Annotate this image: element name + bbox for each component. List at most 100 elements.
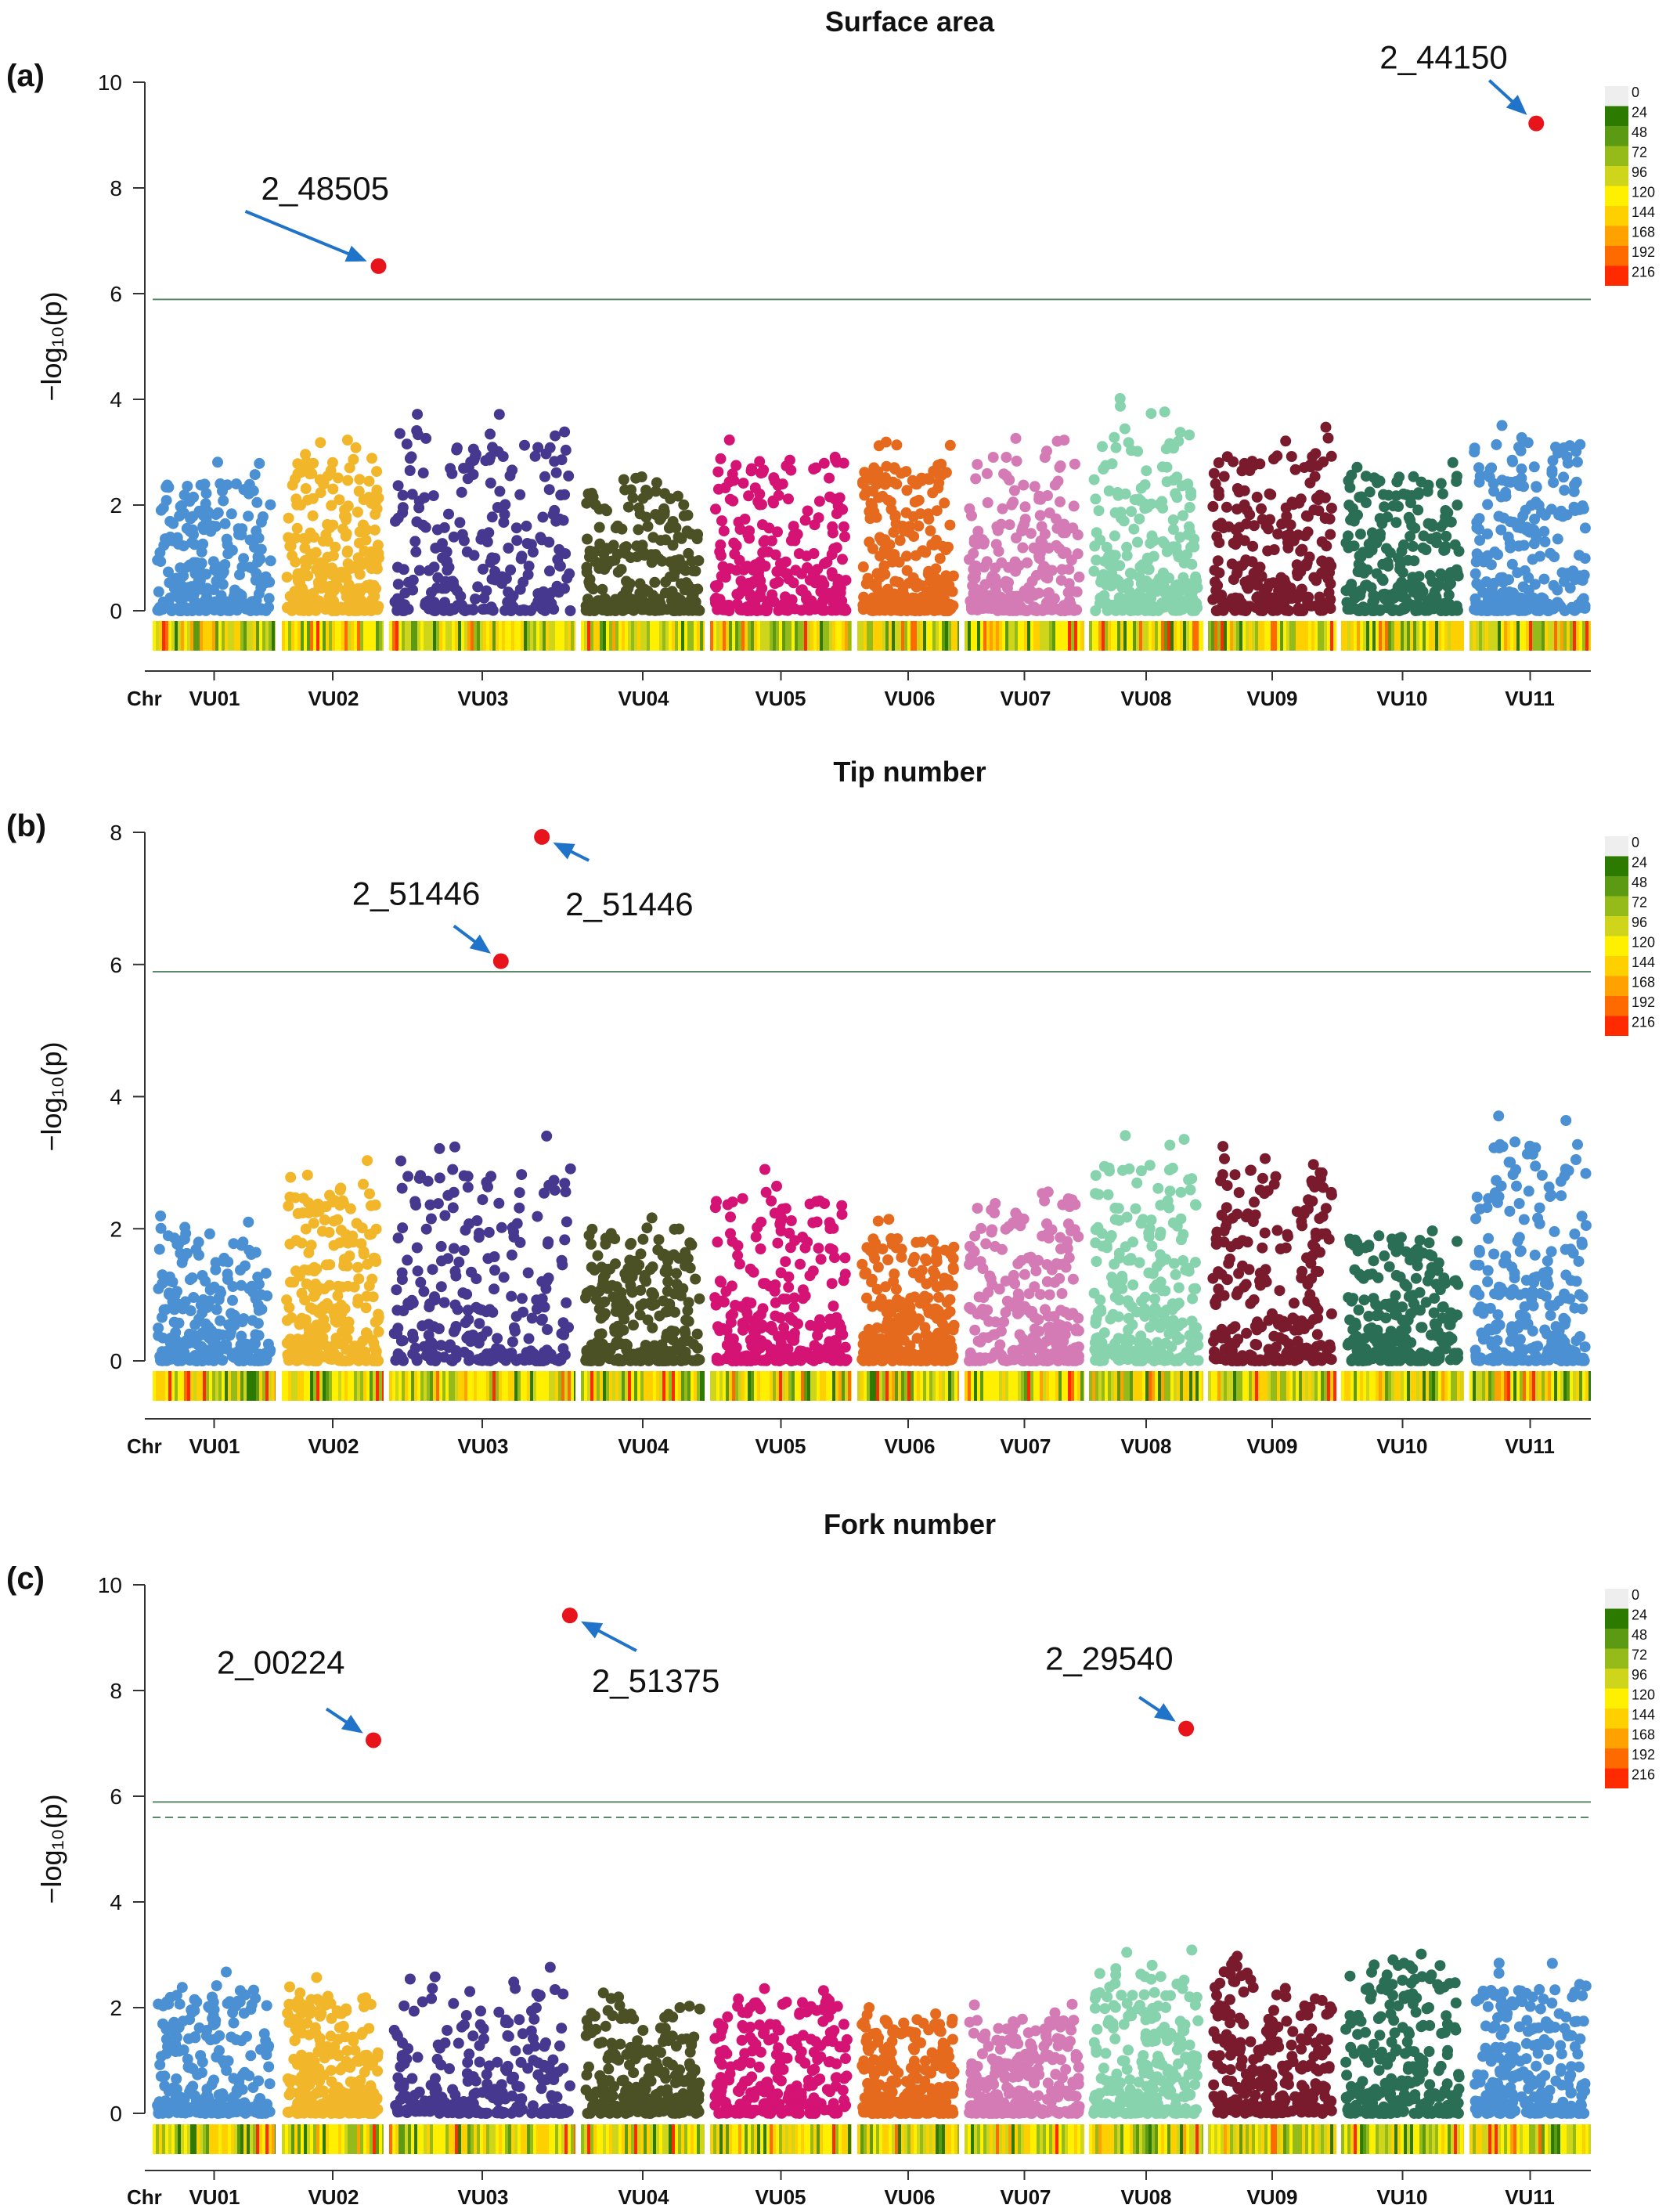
density-cell (360, 621, 363, 651)
density-cell (1230, 621, 1233, 651)
snp-point (829, 451, 841, 463)
snp-point (1017, 521, 1029, 533)
density-cell (945, 621, 948, 651)
snp-point (888, 526, 900, 538)
snp-point (409, 536, 421, 547)
snp-point (989, 1207, 1001, 1218)
snp-point (249, 541, 260, 553)
density-cell (1324, 621, 1327, 651)
snp-point (1167, 514, 1179, 525)
density-cell (1357, 621, 1360, 651)
snp-point (788, 1301, 800, 1313)
snp-point (250, 1338, 261, 1350)
snp-point (1577, 500, 1588, 511)
snp-point (247, 1286, 259, 1298)
density-cell (247, 621, 250, 651)
snp-point (402, 1254, 413, 1266)
snp-point (928, 604, 939, 616)
snp-point (282, 1349, 294, 1361)
y-axis-label: −log₁₀(p) (35, 1041, 67, 1151)
snp-point (981, 467, 993, 479)
snp-point (1354, 529, 1366, 540)
snp-point (715, 453, 727, 464)
snp-point (1022, 1252, 1034, 1264)
snp-point (630, 472, 642, 484)
snp-point (686, 555, 698, 567)
snp-point (682, 1304, 694, 1316)
snp-point (626, 1351, 637, 1362)
density-cell (603, 621, 606, 651)
density-cell (1479, 621, 1482, 651)
snp-point (171, 1286, 182, 1297)
snp-point (894, 1328, 906, 1340)
snp-point (1066, 554, 1077, 566)
snp-point (254, 457, 265, 469)
density-cell (505, 621, 508, 651)
density-cell (1438, 621, 1441, 651)
snp-point (1323, 586, 1335, 598)
snp-point (298, 532, 309, 544)
density-cell (678, 621, 681, 651)
snp-point (451, 444, 463, 456)
snp-point (370, 508, 381, 520)
snp-point (1252, 591, 1264, 603)
density-cell (1264, 621, 1268, 651)
snp-point (676, 578, 687, 590)
snp-point (907, 572, 919, 583)
snp-point (662, 1286, 673, 1297)
snp-point (477, 1194, 489, 1206)
snp-point (746, 463, 758, 475)
snp-point (342, 1280, 354, 1292)
snp-point (1067, 522, 1079, 534)
snp-point (436, 1255, 447, 1267)
snp-point (990, 572, 1001, 584)
snp-point (784, 1312, 796, 1324)
snp-point (970, 473, 982, 485)
density-cell (197, 621, 200, 651)
snp-point (979, 561, 990, 573)
snp-point (199, 478, 211, 490)
density-cell (1092, 621, 1095, 651)
snp-point (837, 554, 848, 565)
snp-point (810, 462, 822, 474)
density-cell (363, 621, 366, 651)
snp-point (291, 522, 303, 534)
density-cell (1482, 621, 1485, 651)
snp-point (540, 448, 552, 460)
snp-point (458, 535, 470, 547)
legend-label: 144 (1632, 204, 1655, 220)
snp-point (481, 536, 493, 547)
snp-point (1487, 590, 1498, 602)
density-cell (1277, 621, 1280, 651)
snp-point (1240, 554, 1252, 566)
density-cell (1585, 621, 1588, 651)
density-cell (496, 621, 499, 651)
snp-series-vu05 (709, 1164, 853, 1366)
snp-point (542, 1324, 553, 1335)
snp-point (1320, 421, 1332, 433)
snp-point (983, 1315, 995, 1327)
snp-point (320, 1201, 332, 1213)
snp-point (1134, 571, 1145, 583)
density-cell (1516, 621, 1520, 651)
snp-point (1037, 1188, 1048, 1200)
density-cell (1488, 621, 1491, 651)
snp-point (1071, 604, 1083, 615)
snp-point (691, 1328, 703, 1340)
snp-point (1442, 580, 1453, 592)
snp-point (1451, 471, 1462, 482)
snp-point (1447, 456, 1459, 468)
snp-point (646, 1212, 658, 1224)
snp-point (1437, 488, 1448, 500)
snp-point (561, 1297, 572, 1308)
snp-point (235, 1265, 246, 1276)
snp-point (1029, 481, 1040, 493)
snp-point (1011, 532, 1022, 543)
density-strip-vu07 (965, 621, 1084, 651)
snp-point (899, 1308, 911, 1319)
snp-point (463, 1314, 474, 1326)
snp-point (777, 478, 788, 490)
snp-point (369, 590, 380, 602)
snp-point (1315, 604, 1326, 616)
